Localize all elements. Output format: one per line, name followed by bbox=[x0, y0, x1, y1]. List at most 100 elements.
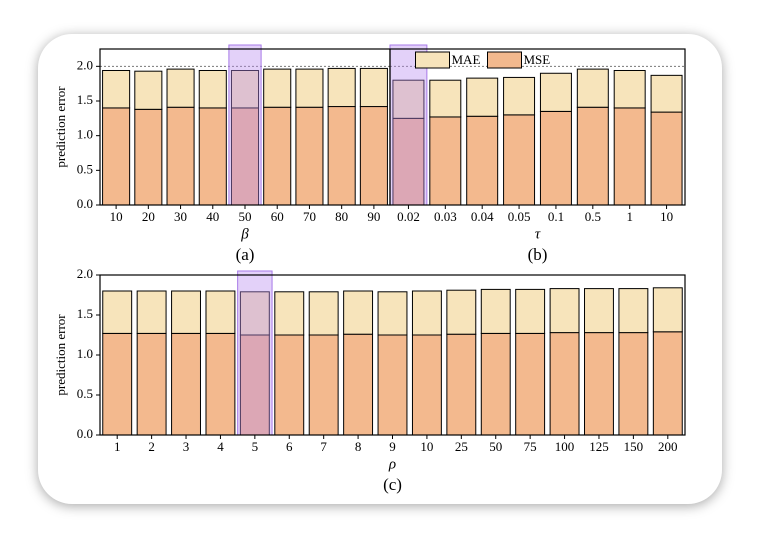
y-tick-label: 0.0 bbox=[77, 426, 93, 441]
y-tick-label: 0.5 bbox=[77, 161, 93, 176]
x-tick-label: 150 bbox=[624, 439, 644, 454]
y-tick-label: 2.0 bbox=[77, 266, 93, 281]
bar-segment bbox=[576, 68, 609, 108]
highlight-band bbox=[389, 44, 428, 206]
plot-frame bbox=[389, 48, 686, 206]
bar-segment bbox=[515, 288, 546, 334]
bar-segment bbox=[584, 332, 614, 436]
bar-segment bbox=[515, 332, 546, 436]
bar-segment bbox=[263, 106, 292, 206]
highlight-band bbox=[237, 270, 273, 436]
bar-segment bbox=[166, 106, 195, 206]
x-tick-label: 75 bbox=[524, 439, 537, 454]
bar-segment bbox=[446, 289, 477, 335]
bar-segment bbox=[295, 68, 324, 108]
y-axis-label: prediction error bbox=[53, 86, 68, 168]
bar-segment bbox=[205, 332, 236, 436]
bar-segment bbox=[446, 333, 477, 436]
bar-segment bbox=[549, 332, 580, 436]
x-tick-label: 4 bbox=[217, 439, 224, 454]
bar-segment bbox=[230, 69, 260, 109]
bar-segment bbox=[102, 332, 133, 436]
x-tick-label: 100 bbox=[555, 439, 575, 454]
caption: (c) bbox=[383, 475, 402, 494]
x-tick-label: 70 bbox=[303, 209, 316, 224]
x-tick-label: 9 bbox=[389, 439, 396, 454]
legend-label: MAE bbox=[452, 52, 481, 67]
bar-segment bbox=[239, 291, 270, 336]
bar-segment bbox=[171, 290, 201, 334]
x-tick-label: 50 bbox=[239, 209, 252, 224]
bar-segment bbox=[274, 334, 305, 436]
caption: (b) bbox=[528, 245, 548, 264]
x-tick-label: 1 bbox=[114, 439, 121, 454]
bar-segment bbox=[652, 287, 683, 333]
y-tick-label: 1.0 bbox=[77, 127, 93, 142]
bar-segment bbox=[377, 291, 408, 336]
y-axis-label: prediction error bbox=[53, 314, 68, 396]
x-tick-label: 3 bbox=[183, 439, 190, 454]
bar-segment bbox=[618, 332, 649, 436]
x-axis-label: τ bbox=[535, 226, 541, 242]
x-tick-label: 80 bbox=[335, 209, 348, 224]
bar-segment bbox=[263, 68, 292, 108]
x-axis-label: ρ bbox=[388, 456, 396, 472]
bar-segment bbox=[230, 107, 260, 206]
bar-segment bbox=[613, 69, 646, 109]
bar-segment bbox=[359, 106, 388, 206]
bar-segment bbox=[539, 110, 572, 206]
bar-segment bbox=[102, 69, 131, 109]
x-tick-label: 60 bbox=[271, 209, 284, 224]
x-tick-label: 40 bbox=[206, 209, 219, 224]
x-tick-label: 90 bbox=[367, 209, 380, 224]
bar-segment bbox=[392, 117, 425, 206]
bar-segment bbox=[134, 108, 163, 206]
bar-segment bbox=[205, 290, 236, 334]
bar-segment bbox=[503, 114, 536, 206]
x-tick-label: 0.1 bbox=[548, 209, 564, 224]
x-axis-label: β bbox=[240, 226, 249, 242]
bar-segment bbox=[466, 115, 499, 206]
x-tick-label: 6 bbox=[286, 439, 293, 454]
bar-segment bbox=[652, 331, 683, 436]
x-tick-label: 30 bbox=[174, 209, 187, 224]
bar-segment bbox=[274, 291, 305, 336]
x-tick-label: 0.04 bbox=[471, 209, 494, 224]
bar-segment bbox=[549, 288, 580, 334]
bar-segment bbox=[411, 290, 442, 336]
bar-segment bbox=[343, 290, 374, 335]
bar-segment bbox=[392, 79, 425, 119]
bar-segment bbox=[136, 332, 167, 436]
bar-segment bbox=[327, 106, 356, 206]
bar-segment bbox=[650, 111, 683, 206]
x-tick-label: 0.5 bbox=[585, 209, 601, 224]
x-tick-label: 2 bbox=[148, 439, 155, 454]
bar-segment bbox=[308, 334, 339, 436]
y-tick-label: 0.0 bbox=[77, 196, 93, 211]
x-tick-label: 0.02 bbox=[397, 209, 420, 224]
x-tick-label: 10 bbox=[660, 209, 673, 224]
bar-segment bbox=[359, 67, 388, 108]
x-tick-label: 200 bbox=[658, 439, 678, 454]
bar-segment bbox=[429, 116, 462, 206]
bar-segment bbox=[308, 291, 339, 336]
bar-segment bbox=[239, 334, 270, 436]
bar-segment bbox=[166, 68, 195, 108]
x-tick-label: 125 bbox=[589, 439, 609, 454]
bar-segment bbox=[411, 334, 442, 436]
x-tick-label: 0.05 bbox=[508, 209, 531, 224]
bar-segment bbox=[576, 106, 609, 206]
legend-label: MSE bbox=[524, 52, 551, 67]
x-tick-label: 20 bbox=[142, 209, 155, 224]
x-tick-label: 50 bbox=[489, 439, 502, 454]
bar-segment bbox=[613, 107, 646, 206]
caption: (a) bbox=[236, 245, 255, 264]
bar-segment bbox=[343, 333, 374, 436]
x-tick-label: 10 bbox=[420, 439, 433, 454]
y-tick-label: 1.5 bbox=[77, 92, 93, 107]
bar-segment bbox=[466, 77, 499, 117]
bar-segment bbox=[198, 69, 227, 109]
bar-segment bbox=[650, 74, 683, 113]
bar-segment bbox=[377, 334, 408, 436]
bar-segment bbox=[503, 76, 536, 116]
